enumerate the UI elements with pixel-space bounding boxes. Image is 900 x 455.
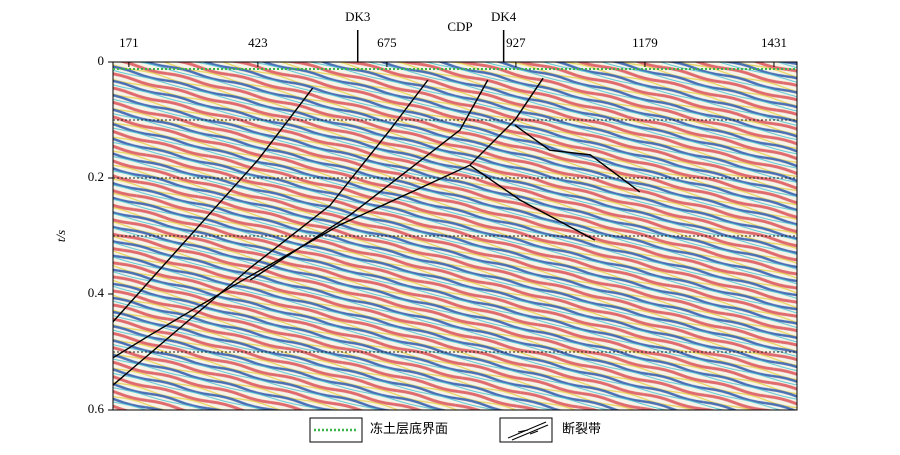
y-tick-label: 0 [98, 53, 105, 68]
x-tick-label: 171 [119, 35, 139, 50]
x-tick-label: 675 [377, 35, 397, 50]
x-tick-label: 1431 [761, 35, 787, 50]
y-tick-label: 0.6 [88, 401, 105, 416]
fault [112, 79, 429, 386]
fault [469, 164, 596, 241]
y-tick-label: 0.4 [88, 285, 105, 300]
y-tick-label: 0.2 [88, 169, 104, 184]
legend-label: 断裂带 [562, 421, 601, 436]
legend: 冻土层底界面 断裂带 [309, 417, 601, 443]
fault [112, 87, 314, 323]
legend-box [309, 417, 363, 443]
marker-label: DK4 [491, 9, 517, 24]
legend-label: 冻土层底界面 [370, 421, 448, 436]
x-axis-label: CDP [447, 19, 472, 34]
x-tick-label: 423 [248, 35, 268, 50]
fault [112, 77, 544, 359]
x-tick-label: 1179 [632, 35, 658, 50]
y-axis-label: t/s [53, 230, 68, 242]
legend-box [499, 417, 553, 443]
fault [514, 124, 641, 193]
marker-label: DK3 [345, 9, 370, 24]
legend-swatch [507, 421, 549, 441]
x-tick-label: 927 [506, 35, 526, 50]
